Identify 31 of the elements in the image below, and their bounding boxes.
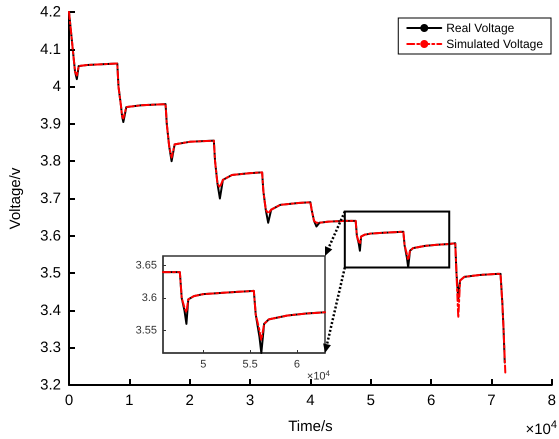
y-tick-label: 3.7 bbox=[40, 190, 61, 207]
y-tick-label: 3.8 bbox=[40, 152, 61, 170]
x-tick-label: 2 bbox=[186, 392, 194, 409]
x-axis-title: Time/s bbox=[288, 418, 333, 435]
y-tick-label: 3.4 bbox=[40, 302, 61, 319]
y-tick-label: 3.65 bbox=[136, 260, 157, 272]
y-tick-label: 3.55 bbox=[136, 324, 157, 336]
y-tick-label: 3.9 bbox=[40, 115, 61, 132]
x-tick-label: 6 bbox=[294, 358, 300, 370]
y-tick-label: 3.3 bbox=[40, 339, 61, 356]
x-tick-label: 3 bbox=[246, 392, 254, 409]
y-tick-label: 3.6 bbox=[142, 292, 157, 304]
legend-label: Simulated Voltage bbox=[446, 37, 544, 51]
legend-label: Real Voltage bbox=[446, 21, 515, 35]
x-tick-label: 5.5 bbox=[242, 358, 258, 370]
y-tick-label: 4.1 bbox=[40, 40, 61, 58]
x-tick-label: 6 bbox=[426, 392, 436, 409]
y-tick-label: 3.5 bbox=[40, 264, 61, 282]
y-tick-label: 3.2 bbox=[40, 376, 61, 394]
x-tick-label: 1 bbox=[125, 392, 134, 409]
x-tick-label: 0 bbox=[64, 392, 74, 409]
x-tick-label: 5 bbox=[200, 358, 206, 370]
y-tick-label: 4 bbox=[52, 78, 61, 96]
x-tick-label: 4 bbox=[306, 392, 315, 409]
x-tick-label: 7 bbox=[487, 392, 496, 409]
x-tick-label: 8 bbox=[548, 392, 556, 409]
y-tick-label: 4.2 bbox=[40, 4, 61, 20]
y-axis-title: Voltage/v bbox=[7, 167, 24, 230]
y-tick-label: 3.6 bbox=[40, 227, 61, 244]
line-series bbox=[162, 271, 326, 342]
x-tick-label: 5 bbox=[366, 392, 375, 409]
